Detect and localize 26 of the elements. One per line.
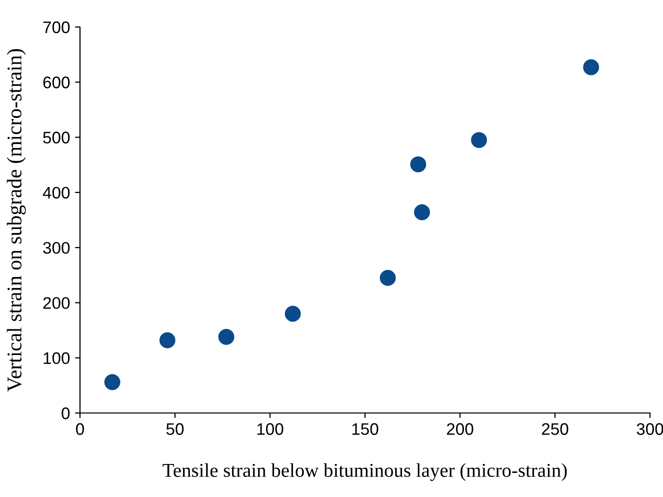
y-tick-label: 200	[43, 297, 70, 309]
point	[414, 204, 430, 220]
x-tick-label: 50	[166, 423, 184, 435]
y-tick-label: 600	[43, 76, 70, 88]
point	[471, 132, 487, 148]
y-tick-label: 400	[42, 186, 70, 199]
y-tick-label: 500	[43, 132, 70, 144]
x-tick-label: 150	[352, 423, 378, 435]
y-tick-label: 300	[43, 242, 70, 254]
y-tick-label: 700	[43, 21, 70, 34]
point	[218, 328, 234, 345]
x-tick-label: 100	[257, 423, 284, 435]
x-tick-label: 200	[446, 423, 474, 435]
x-tick-label: 0	[76, 423, 84, 435]
x-axis-title: Tensile strain below bituminous layer (micro-strain)	[162, 463, 567, 481]
y-axis-title: Vertical strain on subgrade (micro-strain)	[6, 49, 26, 392]
x-tick-label: 250	[542, 423, 568, 435]
point	[410, 156, 426, 172]
point	[380, 270, 396, 286]
y-tick-label: 100	[44, 352, 70, 364]
y-tick-label: 0	[62, 407, 70, 420]
x-tick-label: 300	[636, 423, 663, 435]
point	[159, 332, 176, 348]
point	[104, 374, 120, 390]
point	[583, 59, 600, 76]
point	[284, 306, 301, 322]
